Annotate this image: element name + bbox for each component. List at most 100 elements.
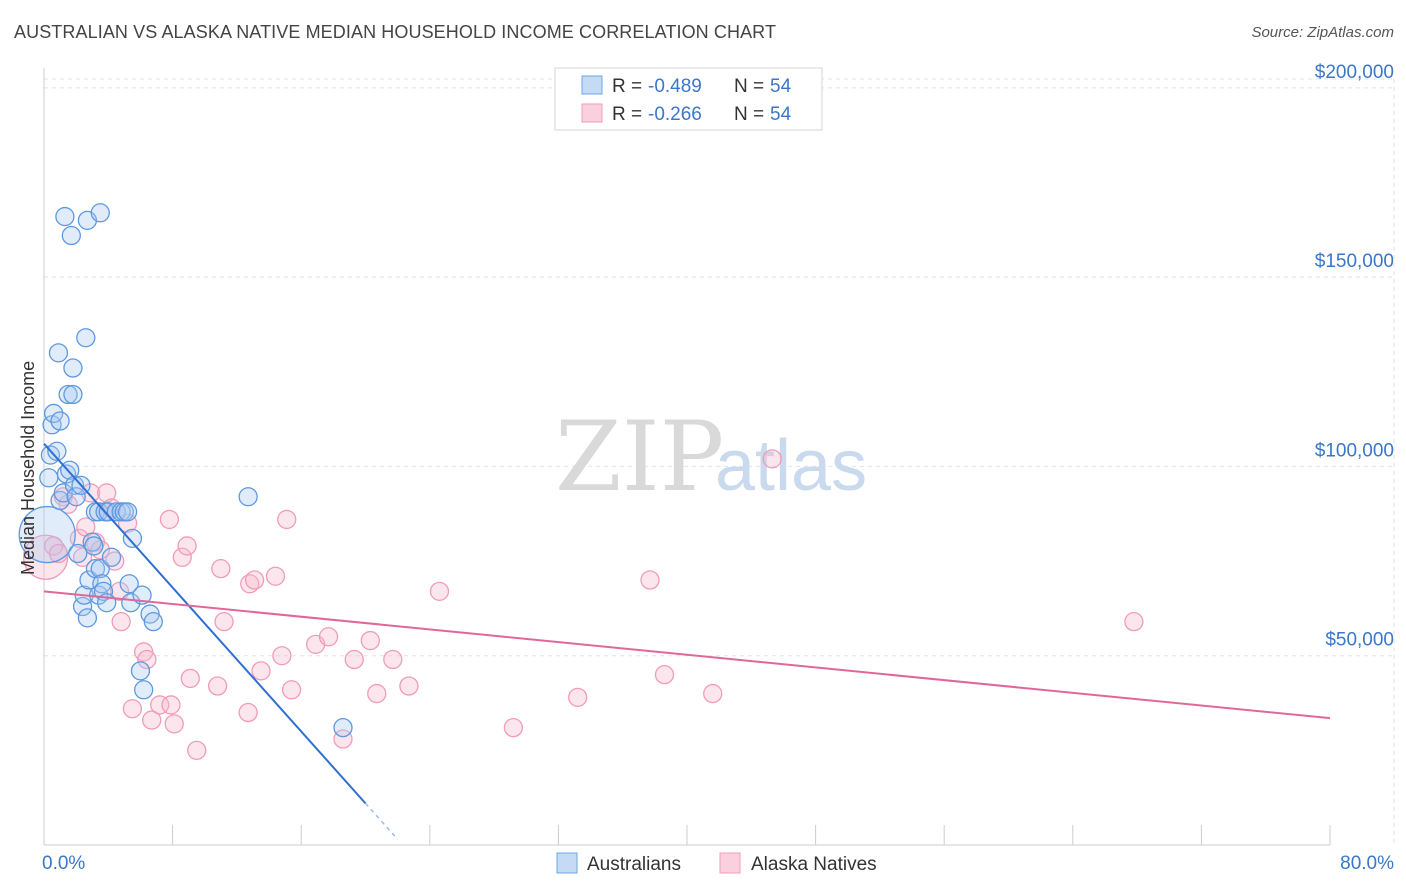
australians-trend-extension xyxy=(364,802,399,840)
alaska-natives-point-23 xyxy=(159,509,180,530)
australians-point-54 xyxy=(333,717,353,738)
alaska-natives-point-45 xyxy=(360,630,380,651)
y-tick-labels: $50,000 $100,000 $150,000 $200,000 xyxy=(1315,62,1394,651)
australians-point-46 xyxy=(121,593,141,613)
x-tick-label-min: 0.0% xyxy=(42,853,85,874)
alaska-natives-point-30 xyxy=(207,676,228,696)
legend-n-value-1: 54 xyxy=(770,76,792,97)
alaska-natives-point-52 xyxy=(640,570,660,590)
alaska-natives-point-49 xyxy=(429,581,450,602)
alaska-natives-point-48 xyxy=(399,676,419,696)
axes xyxy=(43,68,1331,846)
y-tick-label-2: $150,000 xyxy=(1315,251,1394,272)
alaska-natives-point-12 xyxy=(97,483,117,503)
alaska-natives-point-20 xyxy=(137,649,157,670)
alaska-natives-point-55 xyxy=(762,449,782,469)
alaska-natives-point-28 xyxy=(180,668,200,689)
australians-point-24 xyxy=(77,608,98,628)
legend-swatch-blue xyxy=(581,75,603,95)
alaska-natives-point-29 xyxy=(187,740,207,761)
alaska-natives-point-37 xyxy=(265,566,286,586)
alaska-natives-point-22 xyxy=(150,695,170,715)
watermark: ZIP atlas xyxy=(555,401,867,513)
alaska-natives-point-36 xyxy=(251,661,271,681)
alaska-natives-point-50 xyxy=(503,717,524,738)
bottom-legend-swatch-australians xyxy=(556,852,578,874)
alaska-natives-point-56 xyxy=(1124,611,1144,632)
legend-n-label-2: N = xyxy=(734,104,764,125)
australians-point-50 xyxy=(134,680,154,700)
legend: R = -0.489 N = 54 R = -0.266 N = 54 xyxy=(554,67,823,131)
legend-n-label-1: N = xyxy=(734,76,764,97)
australians-point-49 xyxy=(130,661,151,681)
alaska-natives-point-47 xyxy=(383,649,403,670)
australians-point-0 xyxy=(18,505,76,564)
alaska-natives-point-43 xyxy=(333,729,353,749)
australians-point-4 xyxy=(43,403,64,424)
alaska-natives-point-39 xyxy=(277,509,297,530)
australians-point-44 xyxy=(117,502,138,522)
alaska-natives-point-38 xyxy=(272,646,292,666)
legend-r-value-2: -0.266 xyxy=(648,104,702,125)
watermark-atlas: atlas xyxy=(715,426,867,506)
australians-point-12 xyxy=(58,384,78,405)
alaska-natives-point-35 xyxy=(244,570,265,590)
chart-title: AUSTRALIAN VS ALASKA NATIVE MEDIAN HOUSE… xyxy=(14,22,777,42)
bottom-legend: Australians Alaska Natives xyxy=(556,852,877,875)
x-tick-label-max: 80.0% xyxy=(1340,853,1394,874)
alaska-natives-point-31 xyxy=(211,558,231,579)
alaska-natives-point-24 xyxy=(161,695,181,715)
australians-point-28 xyxy=(84,536,104,556)
alaska-natives-point-26 xyxy=(172,547,192,567)
australians-point-35 xyxy=(92,574,112,594)
australians-point-7 xyxy=(50,411,70,431)
australians-point-6 xyxy=(48,343,69,363)
australians-points xyxy=(18,203,353,738)
alaska-natives-point-53 xyxy=(654,664,675,685)
alaska-natives-trend-line xyxy=(43,590,1331,720)
australians-point-53 xyxy=(238,487,258,507)
alaska-natives-point-33 xyxy=(238,702,258,723)
bottom-legend-label-alaska-natives: Alaska Natives xyxy=(751,854,877,875)
alaska-natives-point-27 xyxy=(177,536,197,556)
legend-swatch-pink xyxy=(581,103,603,123)
legend-r-value-1: -0.489 xyxy=(648,76,702,97)
alaska-natives-point-8 xyxy=(80,483,101,503)
australians-point-19 xyxy=(68,543,88,564)
alaska-natives-point-42 xyxy=(318,627,339,647)
australians-point-33 xyxy=(90,203,110,223)
bottom-legend-swatch-alaska-natives xyxy=(719,852,741,874)
trend-lines xyxy=(43,443,1331,840)
alaska-natives-points xyxy=(22,449,1144,761)
alaska-natives-point-46 xyxy=(367,683,387,704)
alaska-natives-point-0 xyxy=(22,534,69,580)
alaska-natives-point-16 xyxy=(111,611,131,632)
legend-n-value-2: 54 xyxy=(770,104,792,125)
australians-point-13 xyxy=(60,460,80,480)
bottom-legend-label-australians: Australians xyxy=(587,854,681,875)
australians-point-47 xyxy=(122,528,143,549)
australians-point-23 xyxy=(76,328,96,348)
alaska-natives-point-25 xyxy=(164,714,184,734)
australians-point-52 xyxy=(143,611,163,632)
australians-point-1 xyxy=(39,468,59,488)
alaska-natives-point-44 xyxy=(344,649,364,670)
australians-point-5 xyxy=(47,441,67,461)
y-tick-label-1: $100,000 xyxy=(1315,440,1394,461)
alaska-natives-point-40 xyxy=(281,680,302,700)
y-tick-label-0: $50,000 xyxy=(1325,630,1394,651)
australians-point-10 xyxy=(55,206,75,227)
source-label: Source: ZipAtlas.com xyxy=(1251,24,1394,41)
legend-r-label-2: R = xyxy=(612,104,642,125)
australians-point-15 xyxy=(63,358,83,378)
australians-point-18 xyxy=(66,487,86,507)
australians-point-14 xyxy=(61,225,81,246)
legend-r-label-1: R = xyxy=(612,76,642,97)
alaska-natives-point-51 xyxy=(568,687,588,708)
alaska-natives-point-32 xyxy=(214,611,234,632)
alaska-natives-point-54 xyxy=(703,683,723,704)
australians-trend-line xyxy=(43,443,367,805)
australians-point-45 xyxy=(119,574,139,594)
y-tick-label-3: $200,000 xyxy=(1315,62,1394,83)
australians-point-40 xyxy=(101,547,122,567)
